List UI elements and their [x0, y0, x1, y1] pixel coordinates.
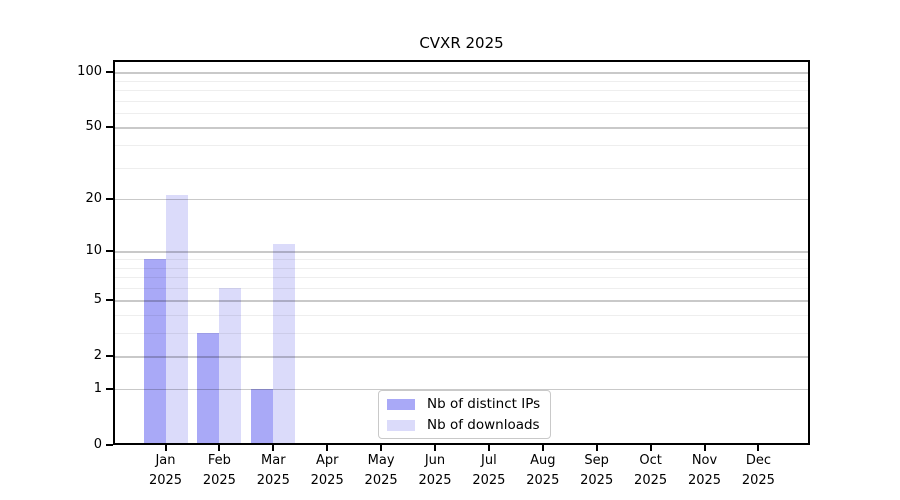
- gridline-minor: [113, 100, 810, 103]
- grid-layer: [113, 60, 810, 445]
- y-tick-mark: [106, 250, 113, 253]
- bar-downloads: [219, 287, 242, 445]
- y-tick-label: 1: [93, 381, 102, 396]
- legend-label: Nb of distinct IPs: [427, 396, 541, 412]
- y-tick-mark: [106, 444, 113, 446]
- gridline-minor: [113, 314, 810, 317]
- y-tick-mark: [106, 71, 113, 74]
- x-tick-mark: [757, 445, 760, 451]
- gridline-major: [113, 389, 810, 391]
- x-tick-mark: [434, 445, 436, 451]
- x-tick-label: Feb 2025: [202, 453, 236, 488]
- bar-distinct-ips: [251, 389, 274, 445]
- gridline-minor: [113, 267, 810, 269]
- x-tick-mark: [380, 445, 383, 451]
- gridline-minor: [113, 167, 810, 169]
- gridline-minor: [113, 80, 810, 82]
- bar-distinct-ips: [197, 333, 220, 445]
- legend-swatch-icon: [387, 398, 415, 410]
- y-tick-label: 2: [93, 348, 102, 364]
- x-tick-mark: [541, 445, 544, 451]
- x-tick-label: Oct 2025: [634, 453, 668, 488]
- gridline-major: [113, 356, 810, 358]
- y-tick-label: 5: [93, 292, 102, 308]
- y-tick-label: 0: [93, 437, 102, 452]
- x-tick-label: Jul 2025: [472, 453, 506, 488]
- bar-downloads: [273, 244, 296, 445]
- legend-item: Nb of distinct IPs: [387, 396, 540, 412]
- y-tick-label: 20: [85, 191, 102, 207]
- y-tick-mark: [106, 355, 113, 358]
- legend-swatch-icon: [387, 419, 415, 431]
- x-tick-label: Jan 2025: [148, 453, 183, 488]
- x-tick-label: Aug 2025: [526, 453, 560, 488]
- x-tick-mark: [595, 445, 598, 451]
- bars-layer: [113, 60, 810, 445]
- x-tick-mark: [218, 445, 221, 451]
- x-tick-label: Jun 2025: [418, 453, 452, 488]
- legend-item: Nb of downloads: [387, 417, 540, 433]
- gridline-minor: [113, 333, 810, 335]
- gridline-minor: [113, 145, 810, 147]
- gridline-minor: [113, 277, 810, 279]
- y-tick-label: 100: [77, 64, 102, 80]
- x-tick-label: Apr 2025: [310, 453, 344, 488]
- gridline-minor: [113, 112, 810, 115]
- gridline-major: [113, 251, 810, 253]
- y-tick-mark: [106, 388, 113, 390]
- plot-area: Nb of distinct IPs Nb of downloads: [113, 60, 810, 445]
- x-tick-label: Sep 2025: [580, 453, 614, 488]
- x-tick-mark: [272, 445, 275, 451]
- x-tick-mark: [487, 445, 490, 451]
- y-tick-label: 50: [85, 119, 102, 135]
- gridline-minor: [113, 287, 810, 290]
- gridline-major: [113, 199, 810, 201]
- y-tick-mark: [106, 299, 113, 302]
- x-tick-label: May 2025: [364, 453, 398, 488]
- chart-title: CVXR 2025: [419, 34, 504, 52]
- x-tick-mark: [164, 445, 167, 451]
- x-tick-label: Nov 2025: [687, 453, 722, 488]
- x-tick-label: Dec 2025: [741, 453, 775, 488]
- x-tick-mark: [703, 445, 706, 451]
- legend-label: Nb of downloads: [427, 417, 540, 433]
- y-tick-mark: [106, 126, 113, 129]
- x-tick-mark: [649, 445, 652, 451]
- gridline-major: [113, 72, 810, 74]
- bar-distinct-ips: [143, 259, 166, 445]
- x-tick-label: Mar 2025: [256, 453, 290, 488]
- x-tick-mark: [326, 445, 329, 451]
- gridline-major: [113, 127, 810, 129]
- y-tick-label: 10: [85, 243, 102, 259]
- gridline-minor: [113, 259, 810, 261]
- gridline-minor: [113, 90, 810, 92]
- bar-downloads: [165, 195, 188, 445]
- y-tick-mark: [106, 198, 113, 201]
- legend: Nb of distinct IPs Nb of downloads: [378, 390, 552, 439]
- gridline-major: [113, 300, 810, 302]
